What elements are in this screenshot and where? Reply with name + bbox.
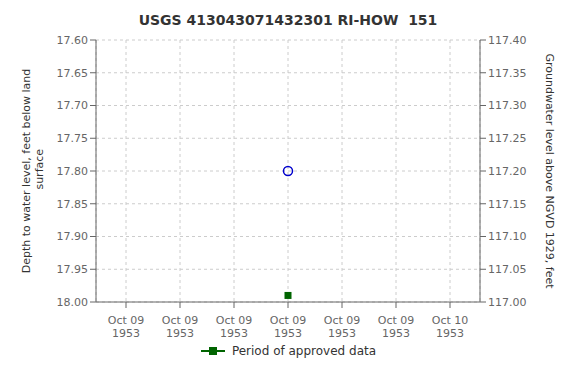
svg-text:117.00: 117.00 <box>488 296 527 309</box>
svg-text:Depth to water level, feet bel: Depth to water level, feet below land su… <box>20 69 46 274</box>
svg-text:Oct 091953: Oct 091953 <box>378 314 415 340</box>
svg-text:17.85: 17.85 <box>57 198 89 211</box>
svg-text:Oct 091953: Oct 091953 <box>162 314 199 340</box>
svg-text:117.30: 117.30 <box>488 99 527 112</box>
svg-text:Oct 091953: Oct 091953 <box>216 314 253 340</box>
svg-text:117.15: 117.15 <box>488 198 527 211</box>
svg-text:117.35: 117.35 <box>488 67 527 80</box>
svg-text:Oct 101953: Oct 101953 <box>432 314 469 340</box>
svg-text:Oct 091953: Oct 091953 <box>324 314 361 340</box>
svg-text:117.20: 117.20 <box>488 165 527 178</box>
svg-text:Groundwater level above NGVD 1: Groundwater level above NGVD 1929, feet <box>543 53 556 289</box>
svg-text:117.05: 117.05 <box>488 263 527 276</box>
svg-text:17.80: 17.80 <box>57 165 89 178</box>
svg-text:17.90: 17.90 <box>57 230 89 243</box>
svg-text:17.60: 17.60 <box>57 34 89 47</box>
svg-text:Oct 091953: Oct 091953 <box>270 314 307 340</box>
html-text:USGS 413043071432301 RI-HOW 15: USGS 413043071432301 RI-HOW 151 <box>138 12 438 28</box>
svg-text:17.65: 17.65 <box>57 67 89 80</box>
svg-text:17.95: 17.95 <box>57 263 89 276</box>
svg-text:17.75: 17.75 <box>57 132 89 145</box>
svg-text:117.25: 117.25 <box>488 132 527 145</box>
svg-text:117.40: 117.40 <box>488 34 527 47</box>
html-text:Period of approved data: Period of approved data <box>231 344 377 358</box>
svg-text:18.00: 18.00 <box>57 296 89 309</box>
svg-text:Oct 091953: Oct 091953 <box>108 314 145 340</box>
svg-text:117.10: 117.10 <box>488 230 527 243</box>
svg-text:17.70: 17.70 <box>57 99 89 112</box>
